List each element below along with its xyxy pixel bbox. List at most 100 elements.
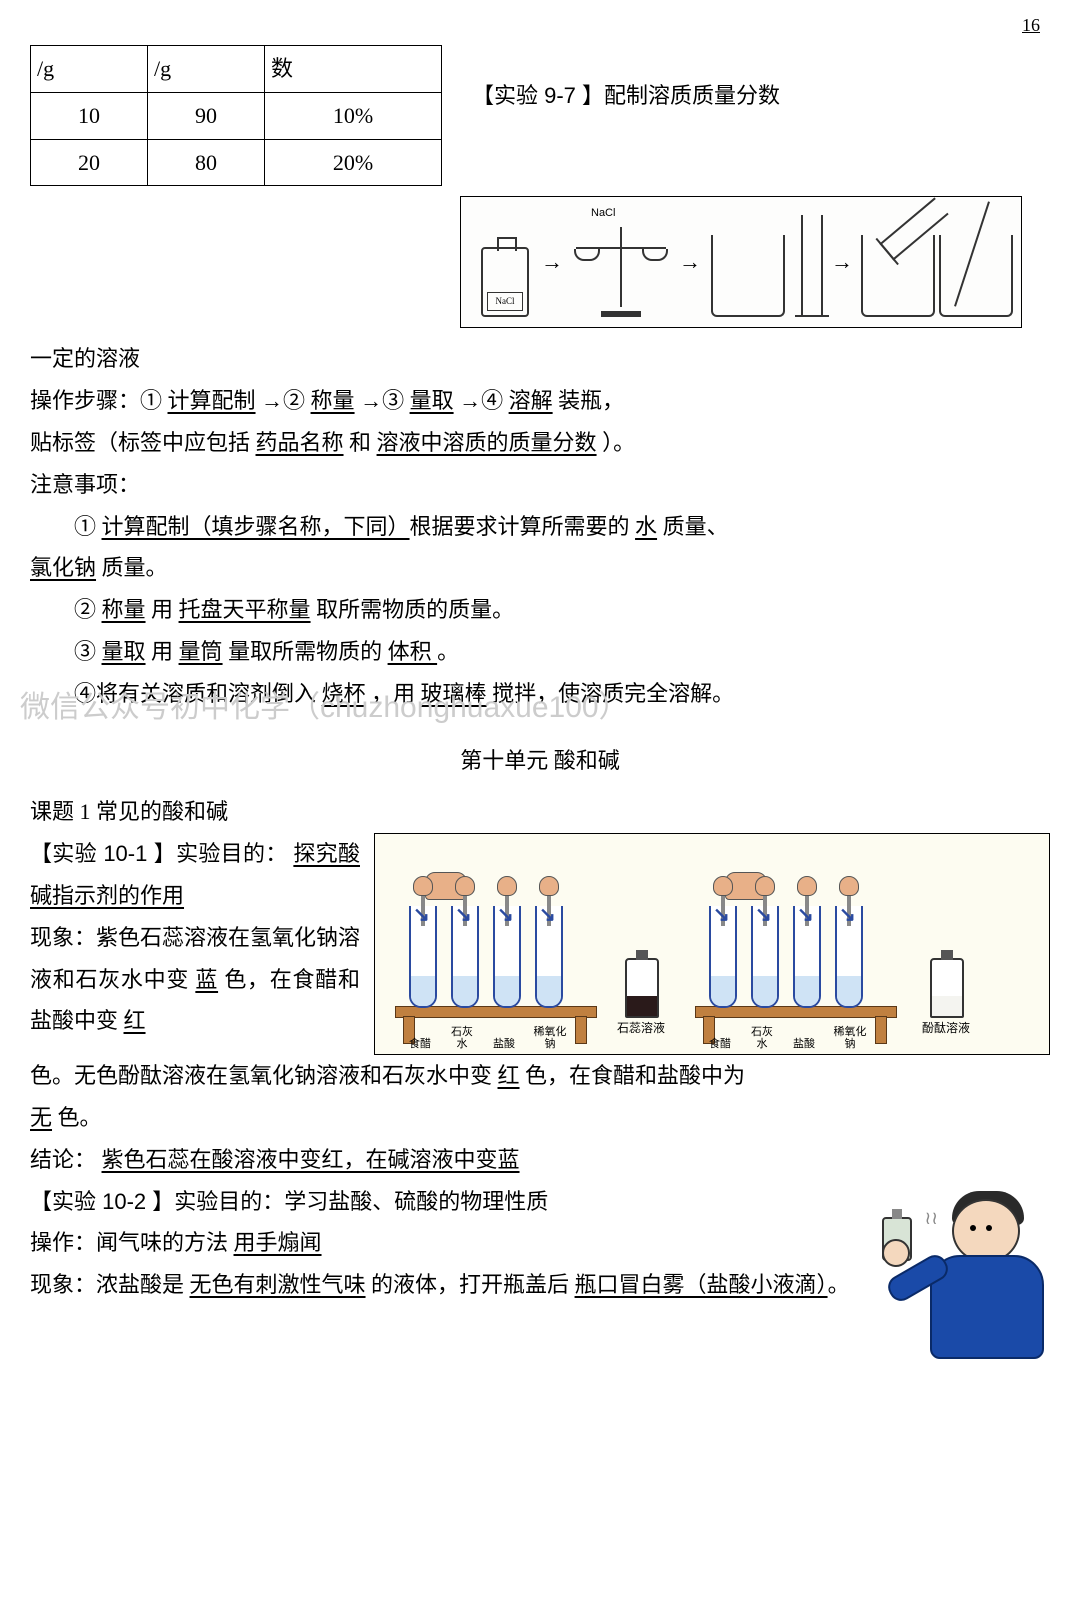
note-1-nacl: 氯化钠 — [30, 555, 96, 580]
text: 结论： — [30, 1147, 102, 1172]
boy-smelling-illustration: ≀≀ — [880, 1181, 1050, 1371]
text: →④ — [454, 388, 509, 413]
hand-icon — [882, 1239, 910, 1267]
reagent-bottle-icon — [625, 958, 659, 1018]
note-4: ④将有关溶质和溶剂倒入 烧杯 ，用 玻璃棒 搅拌，使溶质完全溶解。 — [30, 673, 1050, 715]
indicator-diagram: ↘ ↘ ↘ ↘ 食醋 石灰水 盐酸 稀氧化钠 石蕊溶液 ↘ ↘ ↘ ↘ 食醋 石… — [374, 833, 1050, 1055]
tube-label: 稀氧化钠 — [533, 1026, 567, 1050]
tube-label: 盐酸 — [491, 1038, 517, 1050]
text: 装瓶， — [553, 388, 625, 413]
text: ④将有关溶质和溶剂倒入 — [74, 681, 322, 706]
note-1b: 氯化钠 质量。 — [30, 547, 1050, 589]
step-1: 计算配制 — [168, 388, 256, 413]
table-row: 20 80 20% — [31, 139, 442, 186]
note-2-step: 称量 — [102, 597, 146, 622]
table-cell: 20% — [265, 139, 442, 186]
mass-fraction-table: /g /g 数 10 90 10% 20 80 20% — [30, 45, 442, 186]
step-3: 量取 — [410, 388, 454, 413]
color-red: 红 — [124, 1008, 146, 1033]
text: 量取所需物质的 — [223, 639, 388, 664]
drop-arrow-icon: ↘ — [539, 896, 556, 934]
text: 色。无色酚酞溶液在氢氧化钠溶液和石灰水中变 — [30, 1063, 498, 1088]
note-3-step: 量取 — [102, 639, 146, 664]
note-4-rod: 玻璃棒 — [421, 681, 487, 706]
text: 实验目的： — [176, 841, 293, 866]
note-2: ② 称量 用 托盘天平称量 取所需物质的质量。 — [30, 589, 1050, 631]
text: 。 — [437, 639, 459, 664]
tube-rack-icon: ↘ ↘ ↘ ↘ — [695, 908, 895, 1018]
beaker-icon — [711, 235, 785, 317]
tube-rack-icon: ↘ ↘ ↘ ↘ — [395, 908, 595, 1018]
color-red-2: 红 — [498, 1063, 520, 1088]
text: 色，在食醋和盐酸中为 — [520, 1063, 746, 1088]
page-number: 16 — [1022, 8, 1040, 42]
tube-label: 石灰水 — [749, 1026, 775, 1050]
text: 操作步骤：① — [30, 388, 168, 413]
drop-arrow-icon: ↘ — [839, 896, 856, 934]
unit-10-title: 第十单元 酸和碱 — [30, 740, 1050, 782]
hcl-property: 无色有刺激性气味 — [190, 1272, 366, 1297]
table-header: /g — [31, 46, 148, 93]
table-cell: 10 — [31, 92, 148, 139]
color-none: 无 — [30, 1105, 52, 1130]
notes-title: 注意事项： — [30, 464, 1050, 506]
text: 用 — [146, 639, 179, 664]
table-cell: 90 — [148, 92, 265, 139]
reagent-bottle-icon: NaCl — [481, 247, 529, 317]
bottle-label: 石蕊溶液 — [611, 1017, 671, 1040]
arrow-icon: → — [679, 241, 701, 283]
topic-1-title: 课题 1 常见的酸和碱 — [30, 791, 1050, 833]
text: ② — [74, 597, 102, 622]
experiment-title: 配制溶质质量分数 — [604, 83, 780, 108]
table-cell: 80 — [148, 139, 265, 186]
table-cell: 10% — [265, 92, 442, 139]
top-row: /g /g 数 10 90 10% 20 80 20% 【实验 9-7 】配制溶… — [30, 20, 1050, 186]
table-cell: 20 — [31, 139, 148, 186]
text: →③ — [355, 388, 410, 413]
experiment-label: 【实验 10-1 】 — [30, 841, 176, 866]
text: 的液体，打开瓶盖后 — [366, 1272, 575, 1297]
label-instruction: 贴标签（标签中应包括 药品名称 和 溶液中溶质的质量分数 ）。 — [30, 422, 1050, 464]
drop-arrow-icon: ↘ — [413, 896, 430, 934]
conclusion: 紫色石蕊在酸溶液中变红，在碱溶液中变蓝 — [102, 1147, 520, 1172]
experiment-label: 【实验 9-7 】 — [472, 83, 604, 108]
drop-arrow-icon: ↘ — [455, 896, 472, 934]
stir-rod-icon — [954, 202, 990, 307]
tube-label: 稀氧化钠 — [833, 1026, 867, 1050]
tube-label: 盐酸 — [791, 1038, 817, 1050]
arrow-icon: → — [541, 241, 563, 283]
note-1-water: 水 — [635, 514, 657, 539]
label-part-2: 溶液中溶质的质量分数 — [377, 430, 597, 455]
text: 根据要求计算所需要的 — [410, 514, 636, 539]
bottle-label: 酚酞溶液 — [916, 1017, 976, 1040]
odor-wave-icon: ≀≀ — [925, 1201, 939, 1235]
tube-label: 食醋 — [407, 1038, 433, 1050]
drop-arrow-icon: ↘ — [797, 896, 814, 934]
drop-arrow-icon: ↘ — [713, 896, 730, 934]
text: 取所需物质的质量。 — [311, 597, 515, 622]
note-1-step: 计算配制（填步骤名称，下同） — [102, 514, 410, 539]
note-4-beaker: 烧杯 — [322, 681, 366, 706]
beaker-icon — [861, 235, 935, 317]
nacl-label: NaCl — [591, 203, 615, 224]
drop-arrow-icon: ↘ — [755, 896, 772, 934]
beaker-icon — [939, 235, 1013, 317]
text: 色。 — [52, 1105, 102, 1130]
table-header: /g — [148, 46, 265, 93]
arrow-icon: → — [831, 241, 853, 283]
note-3: ③ 量取 用 量筒 量取所需物质的 体积 。 — [30, 631, 1050, 673]
table-row: 10 90 10% — [31, 92, 442, 139]
experiment-10-1-text: 【实验 10-1 】实验目的： 探究酸碱指示剂的作用 现象：紫色石蕊溶液在氢氧化… — [30, 833, 360, 1042]
text: ）。 — [597, 430, 636, 455]
text: 操作：闻气味的方法 — [30, 1230, 234, 1255]
text: 质量、 — [657, 514, 729, 539]
text: ③ — [74, 639, 102, 664]
text: ① — [74, 514, 102, 539]
tube-label: 食醋 — [707, 1038, 733, 1050]
text: →② — [256, 388, 311, 413]
text: 质量。 — [96, 555, 168, 580]
phen-continued: 色。无色酚酞溶液在氢氧化钠溶液和石灰水中变 红 色，在食醋和盐酸中为 — [30, 1055, 1050, 1097]
step-2: 称量 — [311, 388, 355, 413]
note-3-volume: 体积 — [388, 639, 438, 664]
balance-icon — [576, 227, 666, 317]
